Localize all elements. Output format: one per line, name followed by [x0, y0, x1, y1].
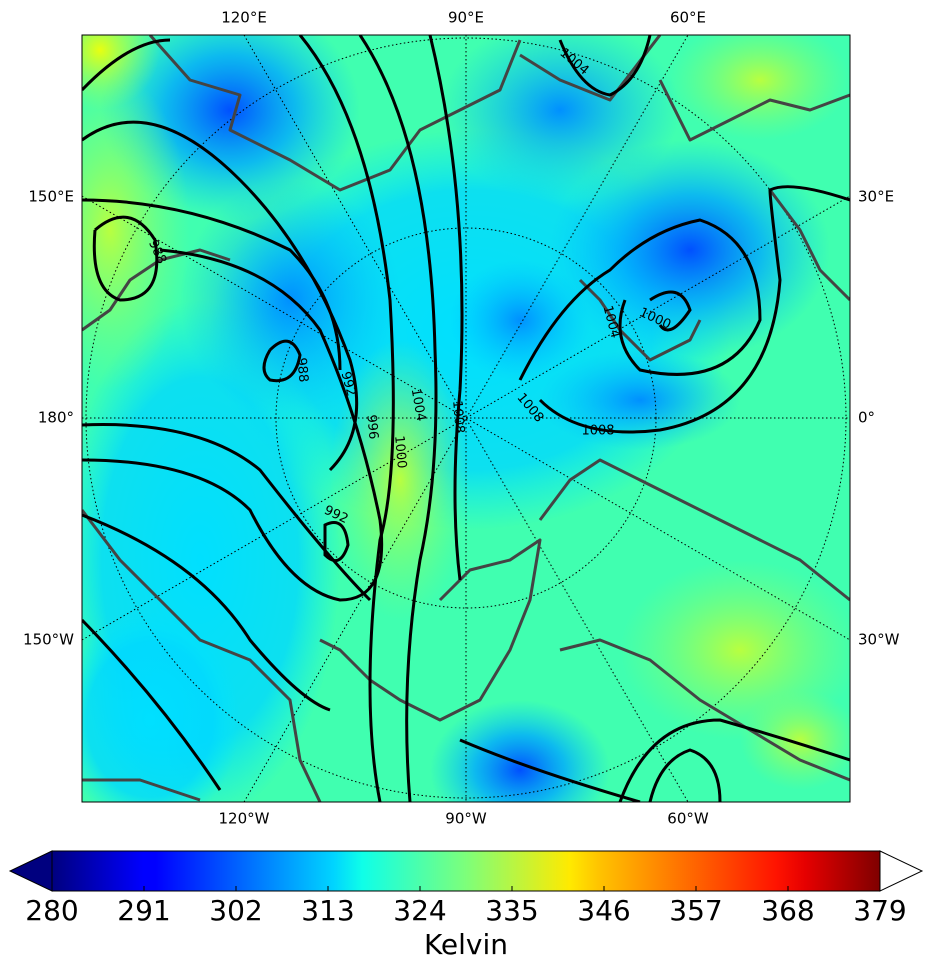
- colorbar-tick-label: 357: [669, 894, 722, 927]
- colorbar-tick-label: 313: [301, 894, 354, 927]
- contour-label: 1004: [408, 387, 429, 422]
- lon-label: 150°E: [28, 188, 74, 206]
- colorbar-tick-label: 302: [209, 894, 262, 927]
- colorbar-extend-high: [879, 850, 924, 892]
- lon-label: 90°E: [448, 9, 484, 27]
- lon-label: 0°: [858, 409, 875, 427]
- contour-label: 1000: [391, 435, 409, 469]
- lon-label: 120°W: [219, 810, 270, 828]
- lon-label: 150°W: [23, 631, 74, 649]
- colorbar-extend-low: [8, 850, 53, 892]
- lon-label: 30°E: [858, 188, 894, 206]
- contour-label: 1008: [581, 424, 614, 439]
- map-frame: [81, 34, 851, 803]
- colorbar-tick-label: 346: [577, 894, 630, 927]
- colorbar-tick-label: 368: [761, 894, 814, 927]
- colorbar: 280 291 302 313 324 335 346 357 368 379: [8, 850, 924, 927]
- lon-label: 120°E: [221, 9, 267, 27]
- contour-label: 992: [338, 370, 359, 398]
- lon-label: 60°W: [667, 810, 709, 828]
- contour-label: 988: [293, 357, 310, 383]
- colorbar-tick-label: 335: [485, 894, 538, 927]
- colorbar-tick-label: 280: [25, 894, 78, 927]
- lon-label: 30°W: [858, 631, 900, 649]
- colorbar-tick-label: 291: [117, 894, 170, 927]
- colorbar-tick-label: 379: [853, 894, 906, 927]
- graticule-labels: 120°E 90°E 60°E 120°W 90°W 60°W 150°E 18…: [23, 9, 900, 828]
- contour-label: 996: [363, 414, 380, 440]
- lon-label: 60°E: [670, 9, 706, 27]
- colorbar-body: [51, 850, 881, 892]
- colorbar-tick-label: 324: [393, 894, 446, 927]
- colorbar-label: Kelvin: [424, 928, 508, 961]
- lon-label: 180°: [38, 409, 74, 427]
- contour-label: 1008: [449, 400, 467, 434]
- lon-label: 90°W: [445, 810, 487, 828]
